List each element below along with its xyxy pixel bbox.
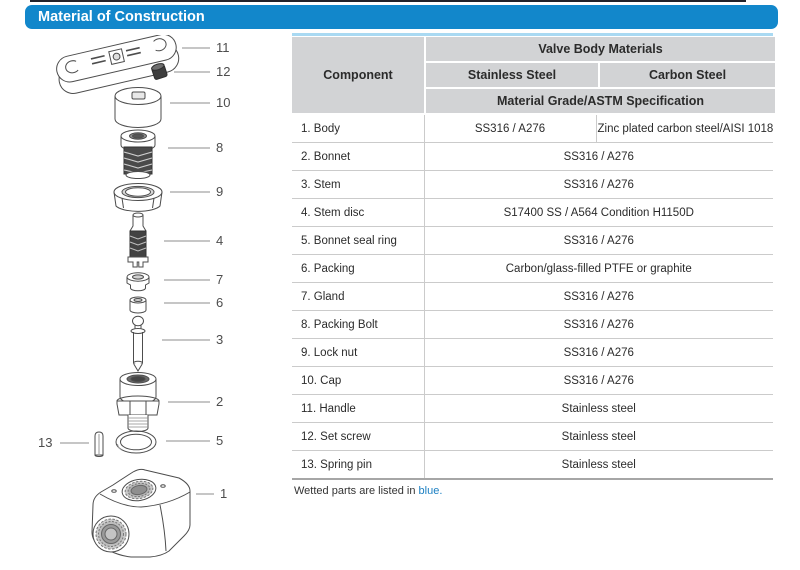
table-row: 7. Gland SS316 / A276: [292, 282, 773, 311]
footnote-blue-word: blue.: [418, 485, 443, 497]
callout-2: 2: [216, 394, 223, 409]
gland-part: [126, 272, 150, 292]
bonnet-part: [116, 372, 160, 432]
materials-table-block: Component Valve Body Materials Stainless…: [292, 33, 775, 497]
body-part: [91, 468, 191, 558]
spring-pin-part: [94, 431, 104, 457]
table-header: Component Valve Body Materials Stainless…: [292, 37, 775, 113]
table-row: 3. Stem SS316 / A276: [292, 170, 773, 199]
section-title-bar: Material of Construction: [25, 5, 778, 29]
table-row: 1. Body SS316 / A276 Zinc plated carbon …: [292, 115, 773, 143]
packing-bolt-part: [120, 129, 156, 179]
stainless-cell: SS316 / A276: [424, 115, 597, 143]
table-row: 10. Cap SS316 / A276: [292, 366, 773, 395]
header-carbon-steel: Carbon Steel: [600, 63, 775, 87]
table-row: 4. Stem disc S17400 SS / A564 Condition …: [292, 198, 773, 227]
component-cell: 7. Gland: [292, 282, 425, 311]
packing-part: [129, 296, 147, 314]
component-cell: 2. Bonnet: [292, 142, 425, 171]
callout-6: 6: [216, 295, 223, 310]
table-row: 6. Packing Carbon/glass-filled PTFE or g…: [292, 254, 773, 283]
component-cell: 10. Cap: [292, 366, 425, 395]
header-valve-body-materials: Valve Body Materials: [426, 37, 775, 61]
callout-7: 7: [216, 272, 223, 287]
table-row: 8. Packing Bolt SS316 / A276: [292, 310, 773, 339]
material-cell: SS316 / A276: [424, 226, 773, 255]
lock-nut-part: [113, 183, 163, 212]
bonnet-seal-ring-part: [115, 430, 157, 454]
leader-lines: [60, 47, 214, 495]
callout-13: 13: [38, 435, 52, 450]
callout-12: 12: [216, 64, 230, 79]
table-row: 12. Set screw Stainless steel: [292, 422, 773, 451]
material-cell: Carbon/glass-filled PTFE or graphite: [424, 254, 773, 283]
material-cell: Stainless steel: [424, 394, 773, 423]
callout-3: 3: [216, 332, 223, 347]
callout-11: 11: [216, 40, 230, 55]
callout-9: 9: [216, 184, 223, 199]
callout-labels: 11 12 10 8 9 4 7 6 3 2 5 13 1: [38, 40, 230, 501]
wetted-parts-footnote: Wetted parts are listed in blue.: [292, 485, 773, 497]
valve-exploded-diagram: 11 12 10 8 9 4 7 6 3 2 5 13 1: [38, 35, 230, 558]
header-component: Component: [292, 37, 424, 113]
table-row: 9. Lock nut SS316 / A276: [292, 338, 773, 367]
handle-part: [56, 35, 180, 94]
table-row: 11. Handle Stainless steel: [292, 394, 773, 423]
page-top-edge: [30, 0, 746, 2]
stem-part: [130, 315, 146, 372]
callout-10: 10: [216, 95, 230, 110]
header-stainless-steel: Stainless Steel: [426, 63, 598, 87]
component-cell: 4. Stem disc: [292, 198, 425, 227]
material-cell: S17400 SS / A564 Condition H1150D: [424, 198, 773, 227]
footnote-text: Wetted parts are listed in: [294, 485, 419, 497]
header-material-grade: Material Grade/ASTM Specification: [426, 89, 775, 113]
component-cell: 6. Packing: [292, 254, 425, 283]
table-row: 13. Spring pin Stainless steel: [292, 450, 773, 480]
material-cell: Stainless steel: [424, 450, 773, 480]
table-row: 5. Bonnet seal ring SS316 / A276: [292, 226, 773, 255]
material-cell: Stainless steel: [424, 422, 773, 451]
component-cell: 13. Spring pin: [292, 450, 425, 480]
materials-table: 1. Body SS316 / A276 Zinc plated carbon …: [292, 115, 773, 480]
set-screw-part: [151, 63, 168, 80]
material-cell: SS316 / A276: [424, 170, 773, 199]
table-row: 2. Bonnet SS316 / A276: [292, 142, 773, 171]
component-cell: 9. Lock nut: [292, 338, 425, 367]
table-top-border: [292, 33, 773, 36]
component-cell: 5. Bonnet seal ring: [292, 226, 425, 255]
component-cell: 11. Handle: [292, 394, 425, 423]
page-title: Material of Construction: [38, 9, 205, 25]
component-cell: 8. Packing Bolt: [292, 310, 425, 339]
carbon-cell: Zinc plated carbon steel/AISI 1018: [596, 115, 773, 143]
material-cell: SS316 / A276: [424, 366, 773, 395]
material-cell: SS316 / A276: [424, 282, 773, 311]
callout-4: 4: [216, 233, 223, 248]
material-cell: SS316 / A276: [424, 142, 773, 171]
component-cell: 1. Body: [292, 115, 425, 143]
cap-part: [114, 87, 162, 128]
callout-5: 5: [216, 433, 223, 448]
callout-1: 1: [220, 486, 227, 501]
stem-disc-part: [127, 212, 149, 268]
material-cell: SS316 / A276: [424, 310, 773, 339]
component-cell: 3. Stem: [292, 170, 425, 199]
callout-8: 8: [216, 140, 223, 155]
material-cell: SS316 / A276: [424, 338, 773, 367]
component-cell: 12. Set screw: [292, 422, 425, 451]
